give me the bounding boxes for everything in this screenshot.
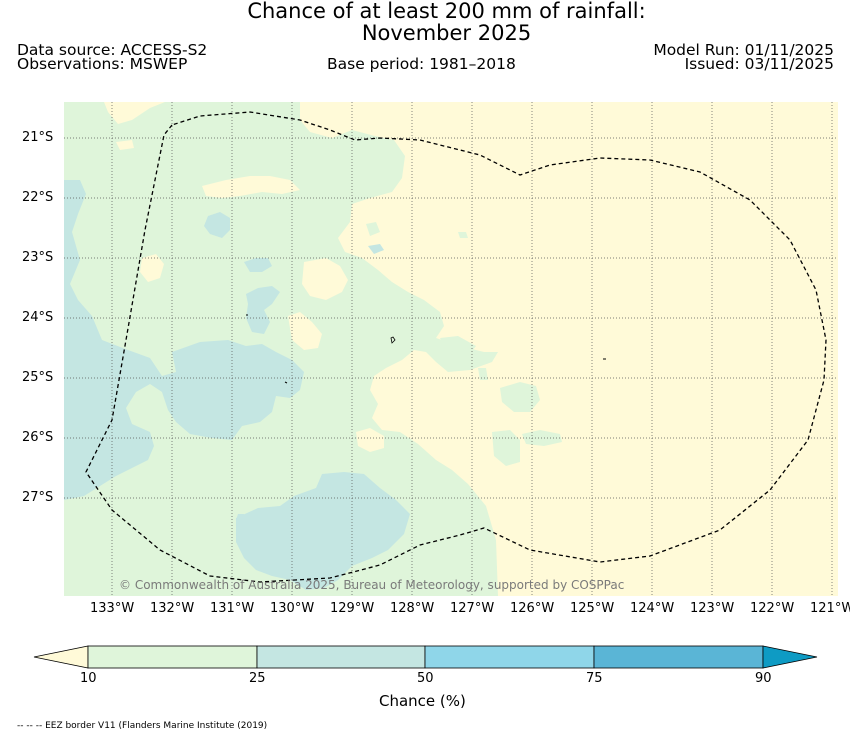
lat-label: 21°S [22,130,54,145]
lat-label: 23°S [22,250,54,265]
colorbar-tick: 50 [417,671,434,686]
model-run-label: Model Run: 01/11/2025 [653,41,834,59]
eez-border [85,111,827,583]
copyright-notice: © Commonwealth of Australia 2025, Bureau… [119,578,625,592]
base-period-label: Base period: 1981–2018 [327,55,516,73]
map-plot-area [64,102,838,596]
shade-25-50 [64,180,304,500]
lon-label: 122°W [750,601,795,616]
data-source-label: Data source: ACCESS-S2 [17,41,208,59]
colorbar-above-90 [762,645,818,669]
lon-label: 133°W [90,601,135,616]
observations-label: Observations: MSWEP [17,55,188,73]
graticule [64,102,838,596]
colorbar-below-10 [33,645,89,669]
lon-label: 126°W [510,601,555,616]
lat-label: 25°S [22,370,54,385]
island-outline [390,336,396,344]
lon-label: 121°W [810,602,850,616]
colorbar-tick: 75 [586,671,603,686]
lon-label: 128°W [390,601,435,616]
colorbar-title: Chance (%) [379,692,466,710]
colorbar-25-50 [256,645,426,669]
lat-label: 22°S [22,190,54,205]
colorbar [33,645,818,669]
lat-label: 27°S [22,490,54,505]
lat-label: 24°S [22,310,54,325]
lat-label: 26°S [22,430,54,445]
lon-label: 131°W [210,601,255,616]
colorbar-tick: 90 [755,671,772,686]
issued-label: Issued: 03/11/2025 [684,55,834,73]
island-outline [284,381,288,384]
lon-label: 124°W [630,601,675,616]
eez-footnote: -- -- -- EEZ border V11 (Flanders Marine… [17,721,268,731]
lon-label: 132°W [150,601,195,616]
lon-label: 123°W [690,601,735,616]
shade-10-25 [64,102,498,596]
map-title-line2: November 2025 [361,21,532,45]
colorbar-tick: 10 [80,671,97,686]
lon-label: 129°W [330,601,375,616]
colorbar-75-90 [593,645,764,669]
lon-label: 130°W [270,601,315,616]
colorbar-50-75 [424,645,595,669]
lon-label: 125°W [570,601,615,616]
map-title-line1: Chance of at least 200 mm of rainfall: [247,0,646,23]
colorbar-10-25 [87,645,258,669]
lon-label: 127°W [450,601,495,616]
colorbar-tick: 25 [249,671,266,686]
